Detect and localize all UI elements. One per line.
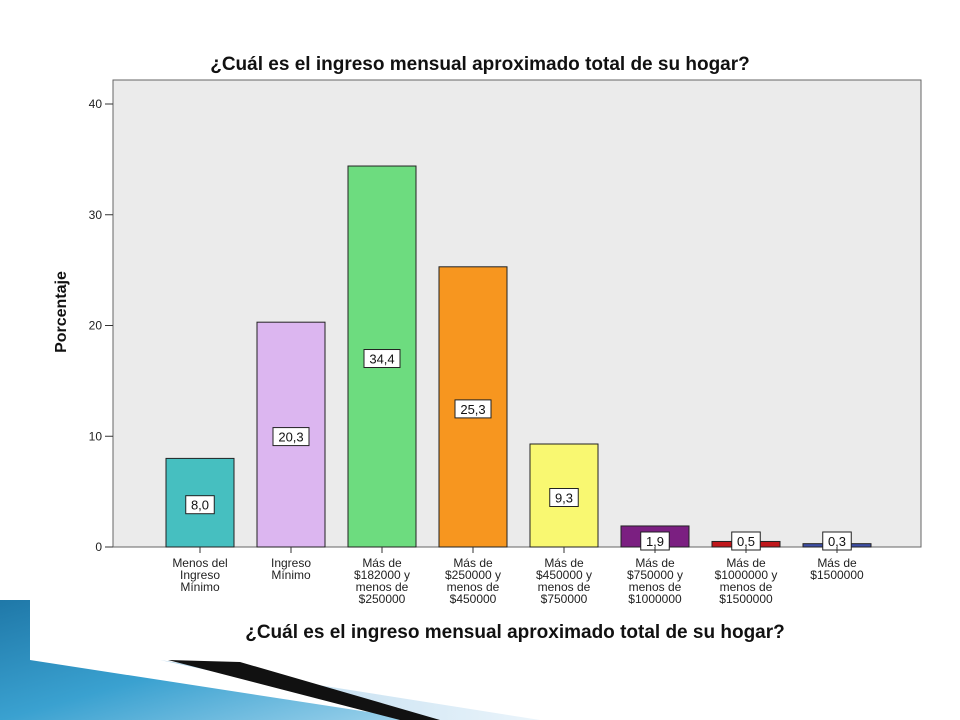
data-label: 0,5 <box>737 534 755 549</box>
x-tick-label: menos de <box>447 580 500 594</box>
y-tick-label: 40 <box>89 97 103 111</box>
x-tick-label: $450000 <box>450 592 497 606</box>
data-label: 34,4 <box>369 352 394 367</box>
x-tick-label: Ingreso <box>271 556 311 570</box>
x-axis-title: ¿Cuál es el ingreso mensual aproximado t… <box>245 622 785 643</box>
data-label-box <box>185 495 215 515</box>
x-tick-label: menos de <box>538 580 591 594</box>
x-tick-label: menos de <box>629 580 682 594</box>
decor-blue-block <box>0 600 420 720</box>
x-tick-label: Mínimo <box>271 568 311 582</box>
chart-title: ¿Cuál es el ingreso mensual aproximado t… <box>210 54 750 75</box>
x-tick-label: Mínimo <box>180 580 220 594</box>
decor-dark-stripe <box>168 660 440 720</box>
x-tick-label: $750000 <box>541 592 588 606</box>
y-tick-label: 10 <box>89 429 103 443</box>
x-tick-label: $250000 <box>359 592 406 606</box>
x-tick-label: $450000 y <box>536 568 592 582</box>
y-tick-label: 20 <box>89 319 103 333</box>
x-tick-label: Más de <box>453 556 493 570</box>
data-label: 0,3 <box>828 534 846 549</box>
data-label: 8,0 <box>191 498 209 513</box>
data-labels: 8,0 20,3 34,4 25,3 9,3 1,9 0,5 0,3 <box>185 349 852 551</box>
y-axis: 0 10 20 30 40 <box>89 97 113 554</box>
x-tick-label: menos de <box>356 580 409 594</box>
x-tick-label: $182000 y <box>354 568 410 582</box>
x-tick-label: Más de <box>362 556 402 570</box>
x-tick-label: Más de <box>817 556 857 570</box>
data-label: 1,9 <box>646 534 664 549</box>
x-tick-label: $1500000 <box>719 592 773 606</box>
x-tick-label: Menos del <box>172 556 227 570</box>
x-tick-label: Ingreso <box>180 568 220 582</box>
data-label-box <box>549 488 579 508</box>
data-label-box <box>363 349 401 369</box>
x-tick-label: Más de <box>544 556 584 570</box>
x-tick-label: $1500000 <box>810 568 864 582</box>
data-label-box <box>272 427 310 447</box>
data-label: 25,3 <box>460 402 485 417</box>
x-tick-label: menos de <box>720 580 773 594</box>
x-tick-label: $1000000 <box>628 592 682 606</box>
data-label-box <box>454 399 492 419</box>
data-label: 9,3 <box>555 491 573 506</box>
x-tick-label: $1000000 y <box>715 568 778 582</box>
x-tick-label: Más de <box>726 556 766 570</box>
y-tick-label: 30 <box>89 208 103 222</box>
x-tick-label: $250000 y <box>445 568 501 582</box>
y-tick-label: 0 <box>95 540 102 554</box>
y-axis-title: Porcentaje <box>53 271 70 353</box>
x-tick-label: $750000 y <box>627 568 683 582</box>
data-label: 20,3 <box>278 430 303 445</box>
plot-area <box>112 79 922 548</box>
x-tick-label: Más de <box>635 556 675 570</box>
